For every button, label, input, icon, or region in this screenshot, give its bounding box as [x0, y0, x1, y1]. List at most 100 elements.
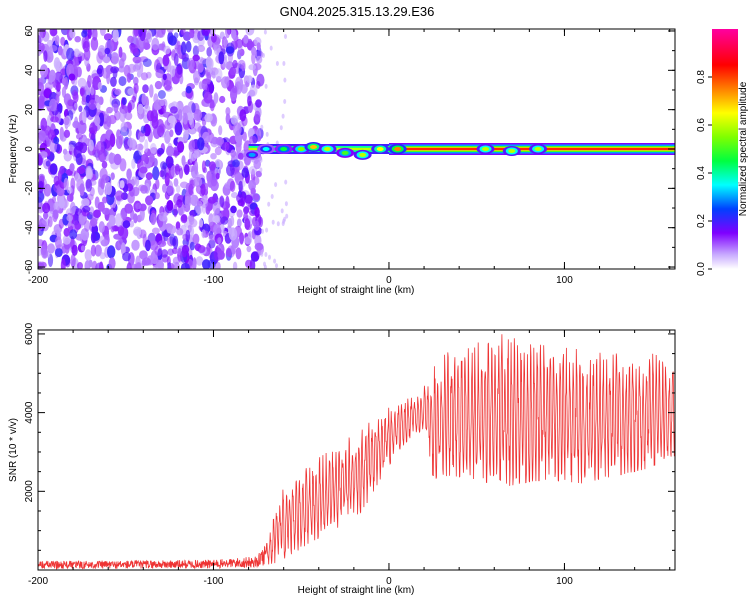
noise-cell [127, 137, 136, 148]
noise-cell [260, 124, 264, 130]
signal-blob [248, 152, 256, 157]
noise-cell [205, 56, 212, 69]
noise-cell [71, 244, 78, 256]
noise-cell [103, 33, 113, 41]
noise-cell [190, 139, 196, 151]
colorbar-tick-label: 0.4 [696, 166, 707, 180]
noise-cell [254, 206, 260, 218]
noise-cell [231, 192, 238, 199]
noise-cell [117, 180, 123, 188]
noise-cell [122, 220, 131, 229]
noise-cell [248, 89, 256, 97]
noise-cell [132, 49, 140, 56]
noise-cell [214, 159, 222, 168]
noise-cell [49, 163, 58, 175]
noise-cell [39, 219, 47, 228]
noise-cell [207, 196, 217, 204]
noise-cell [197, 44, 206, 53]
noise-cell [237, 152, 244, 160]
noise-cell [149, 143, 157, 155]
noise-cell [213, 92, 219, 104]
noise-cell [38, 82, 45, 96]
x-tick-label: -200 [28, 576, 48, 587]
noise-cell [259, 157, 263, 163]
noise-cell [41, 248, 49, 259]
noise-cell [188, 183, 194, 196]
noise-cell [255, 55, 263, 64]
noise-cell [94, 196, 100, 209]
noise-cell [75, 153, 83, 166]
noise-cell [174, 147, 178, 158]
noise-cell [181, 155, 186, 167]
noise-cell [245, 259, 253, 269]
noise-cell [264, 83, 268, 89]
noise-cell [52, 196, 56, 204]
noise-cell [101, 160, 108, 169]
snr-ylabel: SNR (10 * v/v) [8, 418, 19, 482]
noise-cell [193, 108, 203, 121]
noise-cell [228, 227, 238, 241]
noise-cell [151, 37, 160, 51]
noise-cell [213, 223, 221, 236]
noise-cell [192, 233, 200, 245]
noise-cell [106, 115, 112, 128]
noise-cell [254, 220, 260, 232]
noise-cell [108, 257, 116, 269]
spectrogram-ylabel: Frequency (Hz) [8, 115, 19, 184]
noise-cell [259, 167, 263, 173]
noise-cell [88, 130, 96, 140]
noise-cell [175, 221, 181, 231]
noise-cell [239, 109, 247, 122]
noise-cell [155, 259, 165, 269]
noise-cell [255, 170, 262, 178]
noise-cell [49, 69, 56, 83]
noise-cell [256, 42, 261, 51]
noise-cell [54, 247, 63, 258]
noise-cell [144, 139, 149, 153]
noise-cell [139, 166, 148, 174]
noise-cell [38, 190, 45, 203]
signal-blob [324, 147, 331, 151]
noise-cell [107, 245, 116, 259]
noise-cell [84, 47, 91, 61]
noise-cell [244, 218, 251, 230]
noise-cell [88, 259, 93, 268]
noise-cell [283, 77, 287, 83]
noise-cell [197, 137, 205, 151]
noise-cell [236, 218, 242, 228]
signal-blob [482, 147, 489, 151]
noise-cell [95, 140, 105, 155]
noise-cell [158, 240, 167, 248]
noise-cell [145, 195, 154, 206]
y-tick-label: 4000 [24, 401, 35, 424]
noise-cell [133, 76, 139, 86]
noise-cell [195, 200, 204, 215]
y-tick-label: -60 [24, 259, 35, 274]
snr-frame [37, 329, 676, 571]
noise-cell [189, 241, 195, 251]
noise-cell [80, 88, 85, 96]
spectrogram-panel: -200 -100 0 100 60 40 20 0 -20 -40 -60 Height of s… [8, 25, 676, 296]
signal-blob [310, 145, 317, 149]
noise-cell [184, 164, 190, 176]
noise-cell [38, 42, 45, 52]
noise-cell [131, 95, 137, 103]
noise-cell [39, 175, 45, 183]
noise-cell [57, 45, 63, 56]
noise-cell [244, 236, 253, 245]
noise-cell [176, 185, 181, 194]
noise-cell [254, 242, 264, 251]
y-tick-label: 40 [24, 64, 35, 76]
noise-cell [241, 167, 250, 178]
noise-cell [238, 180, 243, 192]
noise-cell [81, 198, 90, 208]
noise-cell [150, 212, 157, 225]
noise-cell [77, 77, 87, 88]
noise-cell [265, 131, 269, 137]
noise-cell [267, 201, 271, 207]
noise-cell [131, 158, 136, 169]
noise-cell [96, 97, 101, 112]
y-tick-label: -40 [24, 220, 35, 235]
noise-cell [162, 183, 167, 193]
noise-cell [109, 207, 117, 218]
